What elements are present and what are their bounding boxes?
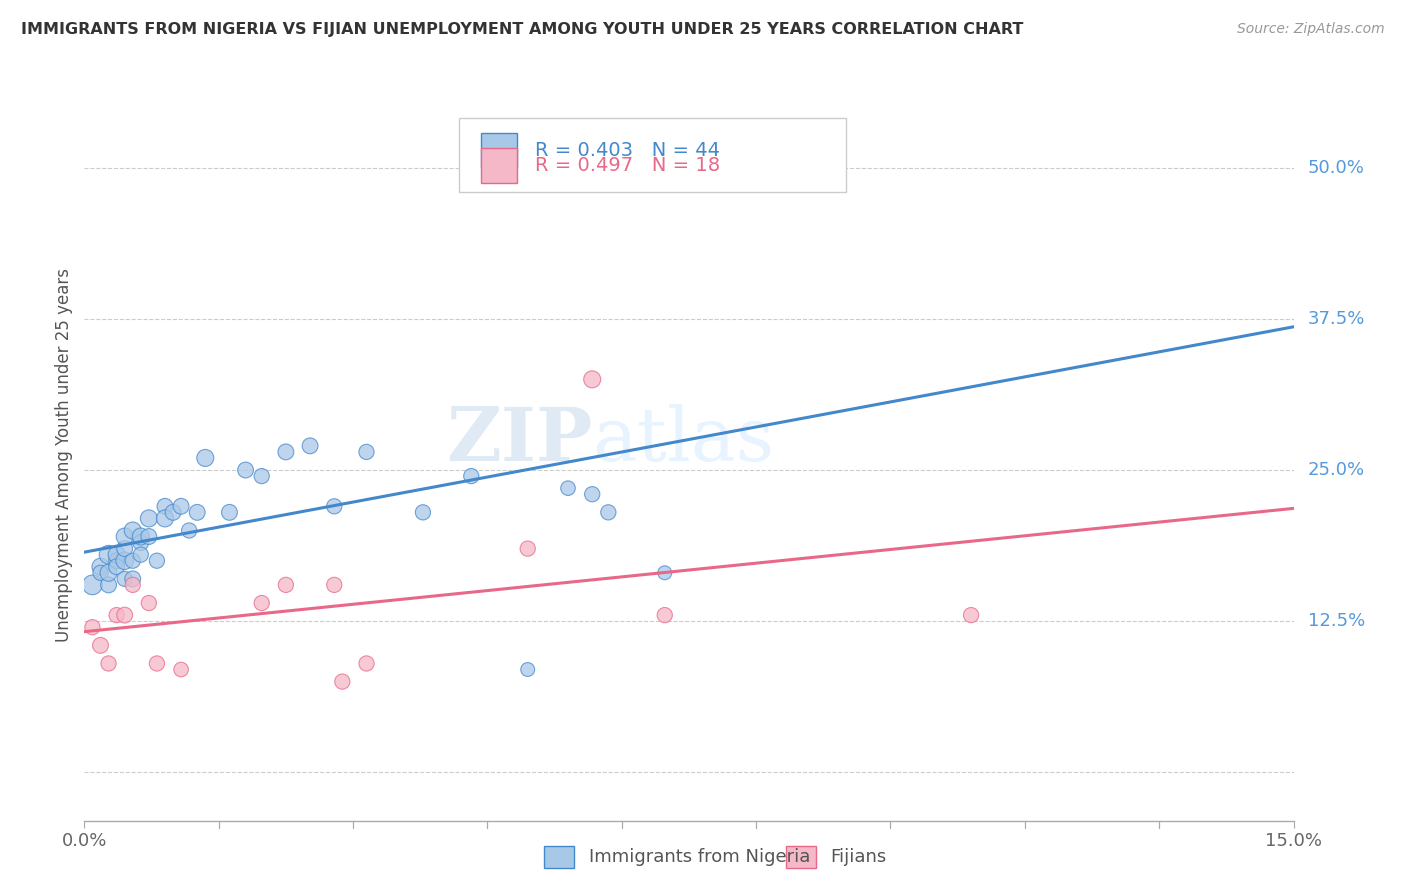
Point [105, 559, 128, 574]
Point [114, 529, 136, 543]
Point [82, 620, 104, 634]
Y-axis label: Unemployment Among Youth under 25 years: Unemployment Among Youth under 25 years [55, 268, 73, 642]
Point [97, 578, 120, 592]
Point [250, 596, 273, 610]
Point [138, 511, 160, 525]
Point [235, 463, 257, 477]
Point [153, 500, 176, 514]
Point [82, 578, 104, 592]
Point [97, 657, 120, 671]
Point [146, 554, 169, 568]
Point [89, 566, 111, 580]
Bar [481, 133, 517, 169]
Point [581, 372, 603, 386]
Point [598, 505, 620, 519]
Point [97, 548, 120, 562]
Point [330, 674, 353, 689]
Bar [481, 148, 517, 183]
Point [460, 469, 482, 483]
Point [412, 505, 434, 519]
FancyBboxPatch shape [460, 119, 846, 192]
Point [121, 572, 143, 586]
Point [105, 608, 128, 623]
Point [356, 445, 378, 459]
Point [162, 505, 184, 519]
Point [114, 608, 136, 623]
Point [170, 663, 193, 677]
Point [299, 439, 322, 453]
Point [89, 559, 111, 574]
Point [250, 469, 273, 483]
Text: R = 0.497   N = 18: R = 0.497 N = 18 [536, 156, 720, 175]
Text: R = 0.403   N = 44: R = 0.403 N = 44 [536, 141, 720, 161]
Point [274, 578, 297, 592]
Point [516, 541, 538, 556]
Point [960, 608, 983, 623]
Point [153, 511, 176, 525]
Point [654, 566, 676, 580]
Point [218, 505, 240, 519]
Text: ZIP: ZIP [446, 404, 592, 477]
Text: 12.5%: 12.5% [1308, 612, 1365, 630]
Text: 25.0%: 25.0% [1308, 461, 1365, 479]
Bar [786, 847, 815, 868]
Point [186, 505, 208, 519]
Point [105, 548, 128, 562]
Point [129, 529, 152, 543]
Text: atlas: atlas [592, 404, 775, 477]
Point [89, 638, 111, 652]
Point [654, 608, 676, 623]
Point [121, 578, 143, 592]
Point [170, 500, 193, 514]
Point [662, 161, 685, 175]
Point [323, 578, 346, 592]
Point [356, 657, 378, 671]
Point [97, 566, 120, 580]
Point [194, 450, 217, 465]
Text: 37.5%: 37.5% [1308, 310, 1365, 328]
Point [105, 554, 128, 568]
Point [179, 524, 201, 538]
Text: 50.0%: 50.0% [1308, 159, 1365, 177]
Point [114, 554, 136, 568]
Point [581, 487, 603, 501]
Point [516, 663, 538, 677]
Point [114, 541, 136, 556]
Bar [544, 847, 574, 868]
Point [323, 500, 346, 514]
Point [138, 596, 160, 610]
Text: Fijians: Fijians [831, 848, 887, 866]
Text: Immigrants from Nigeria: Immigrants from Nigeria [589, 848, 810, 866]
Point [129, 548, 152, 562]
Point [121, 554, 143, 568]
Point [121, 524, 143, 538]
Text: Source: ZipAtlas.com: Source: ZipAtlas.com [1237, 22, 1385, 37]
Text: IMMIGRANTS FROM NIGERIA VS FIJIAN UNEMPLOYMENT AMONG YOUTH UNDER 25 YEARS CORREL: IMMIGRANTS FROM NIGERIA VS FIJIAN UNEMPL… [21, 22, 1024, 37]
Point [274, 445, 297, 459]
Point [557, 481, 579, 495]
Point [138, 529, 160, 543]
Point [114, 572, 136, 586]
Point [129, 535, 152, 549]
Point [146, 657, 169, 671]
